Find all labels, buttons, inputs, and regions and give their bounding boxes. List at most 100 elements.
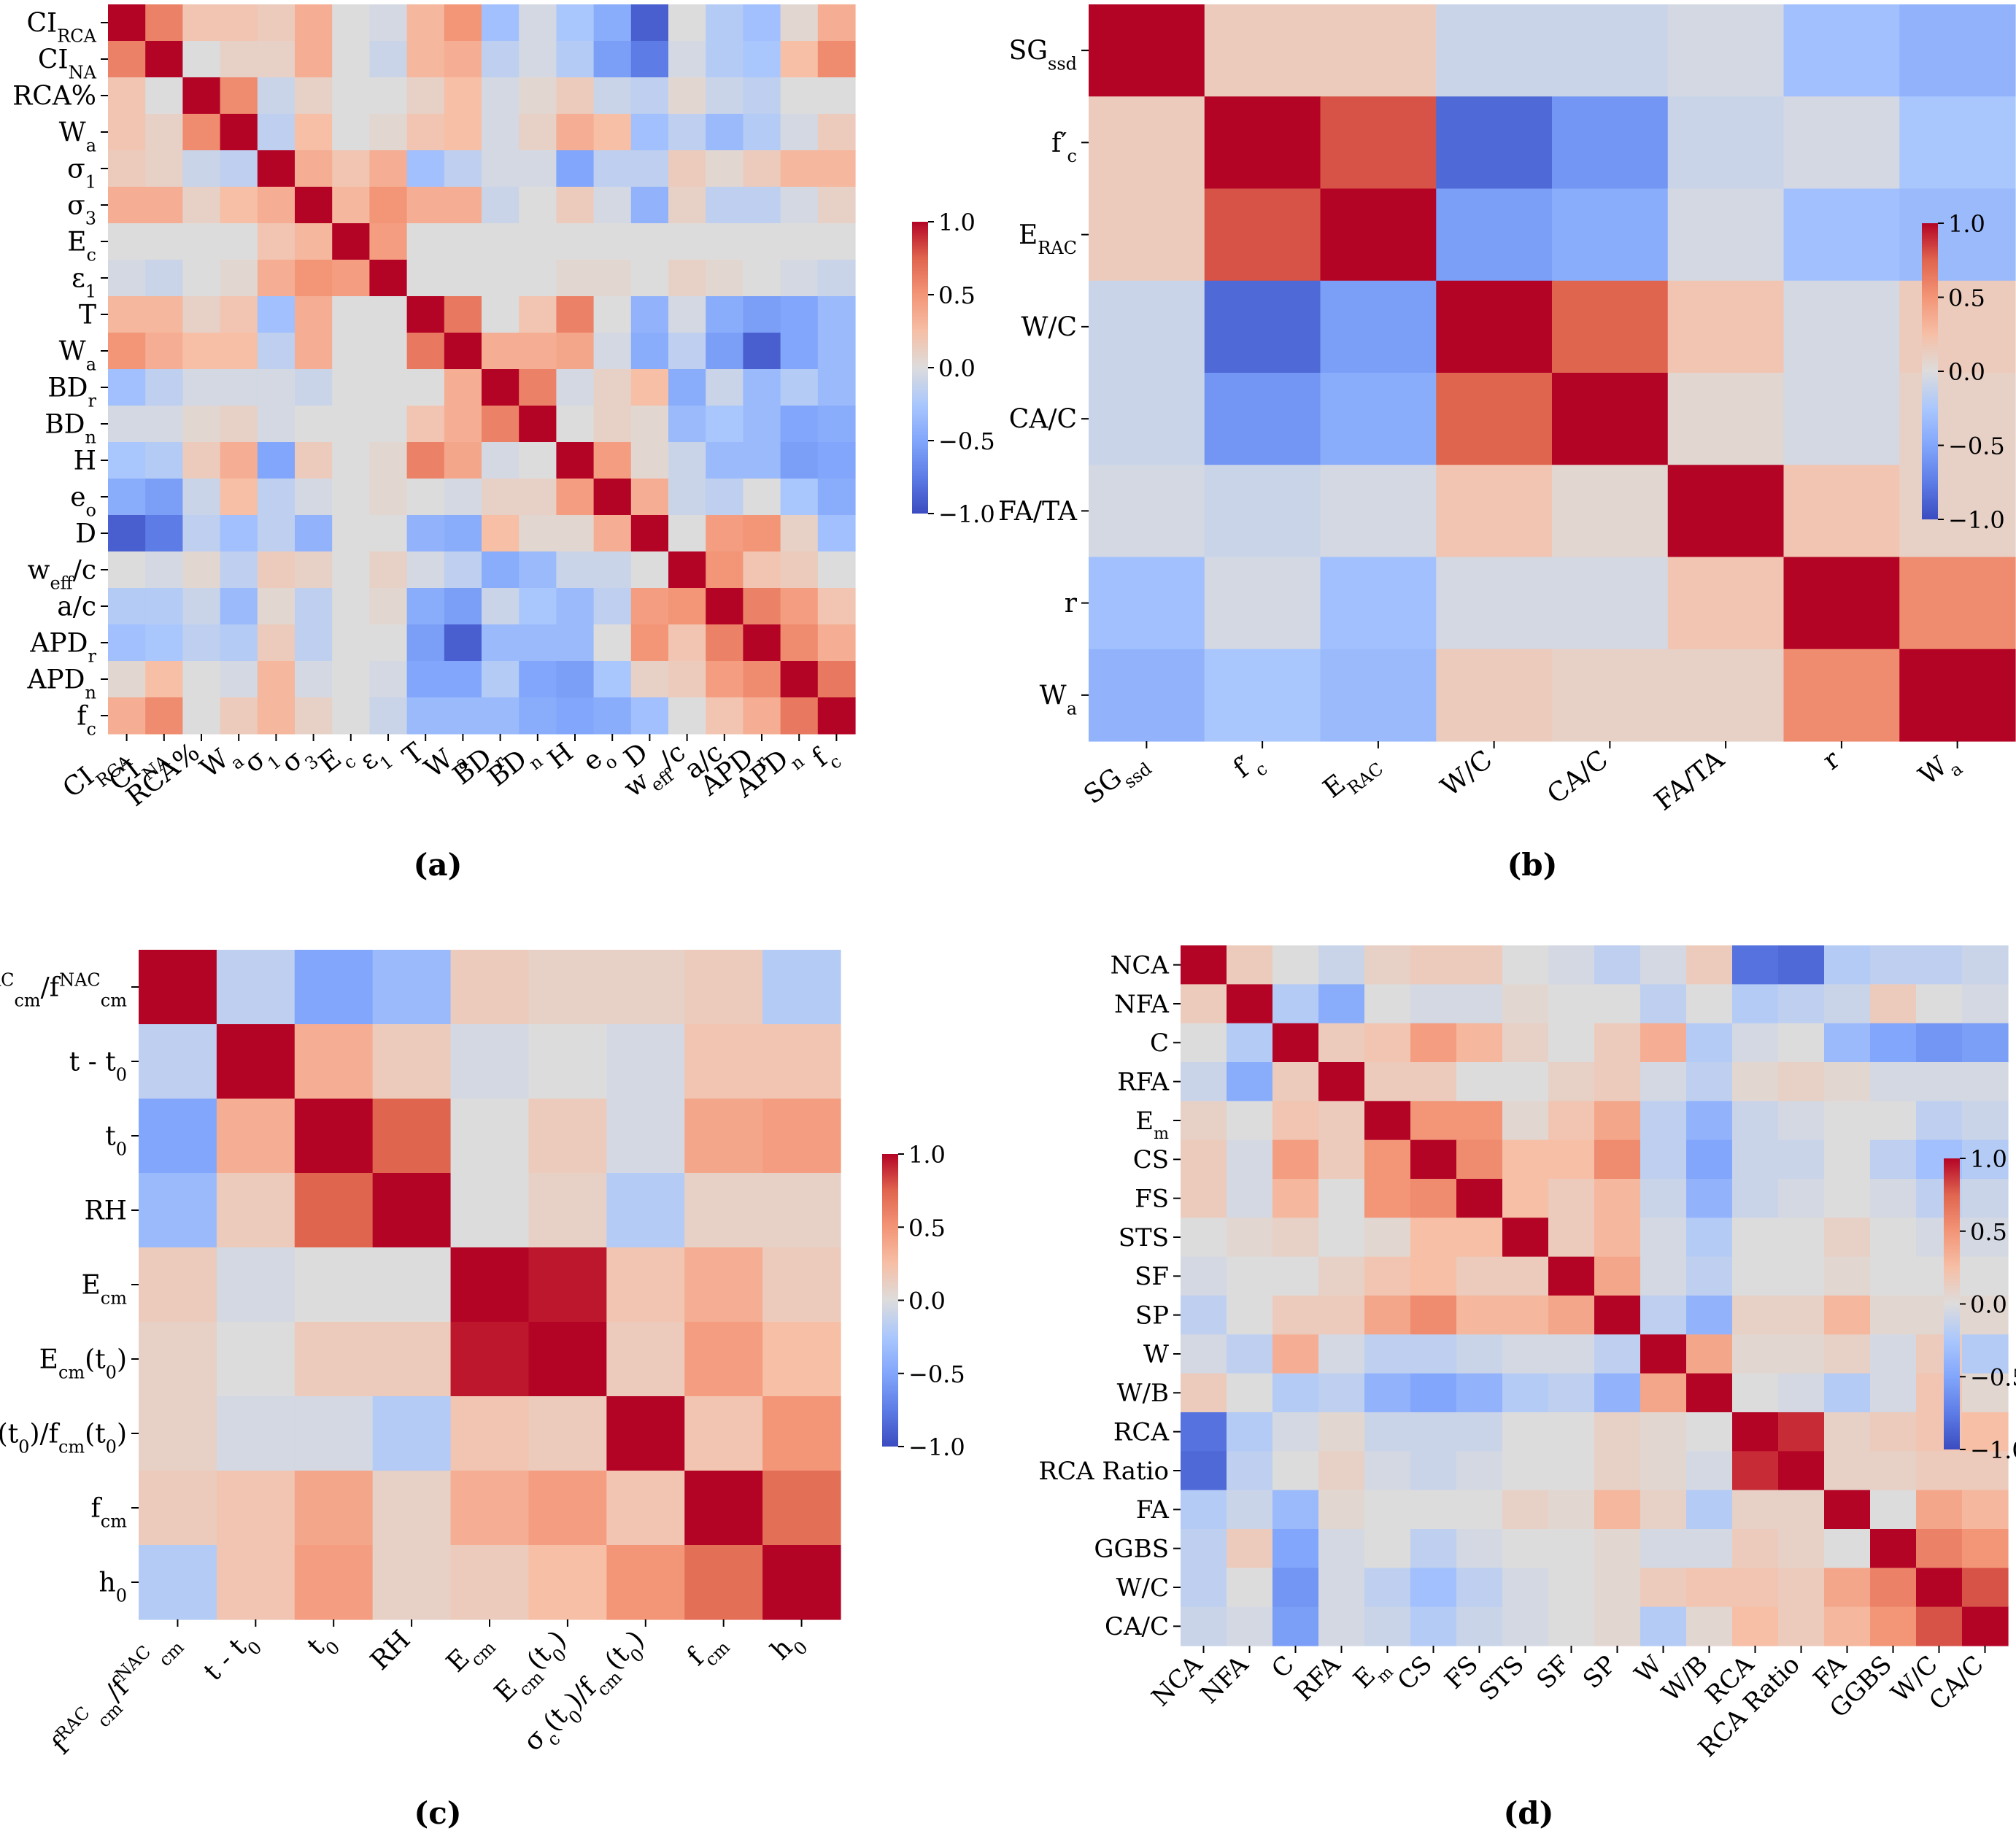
heatmap-cell [556,150,595,187]
heatmap-cell [1870,1139,1917,1180]
heatmap-cell [706,41,744,78]
heatmap-cell [1227,1296,1273,1335]
heatmap-cell [139,1247,217,1323]
heatmap-cell [1456,1606,1503,1646]
heatmap-cell [1783,4,1900,97]
heatmap-cell [706,515,744,552]
heatmap-cell [519,150,557,187]
heatmap-cell [1548,1451,1595,1491]
heatmap-cell [743,77,781,115]
heatmap-cell [257,296,296,333]
heatmap-cell [220,41,258,78]
heatmap-cell [257,333,296,370]
heatmap-cell [139,1471,217,1546]
heatmap-cell [369,551,408,589]
heatmap-cell [257,697,296,735]
heatmap-cell [1778,1606,1825,1646]
heatmap-cell [1227,1568,1273,1608]
heatmap-cell [743,260,781,297]
heatmap-cell [1204,4,1321,97]
row-tick-label: Ecm(t0) [39,1345,127,1383]
row-tick-label: FA/TA [998,497,1078,527]
heatmap-cell [780,150,819,187]
heatmap-cell [332,114,370,151]
heatmap-cell [372,1247,452,1323]
row-tick-label: RCA% [12,82,96,112]
heatmap-cell [1227,945,1273,985]
heatmap-cell [1732,984,1779,1024]
heatmap-cell [593,187,632,224]
heatmap-cell [780,114,819,151]
heatmap-cell [1410,1062,1457,1102]
heatmap-cell [1410,1529,1457,1568]
heatmap-cell [450,1024,530,1099]
row-tick-label: ε1 [72,264,96,302]
heatmap-cell [1594,1023,1641,1063]
heatmap-cell [1364,1529,1411,1568]
heatmap-cell [1899,280,2016,373]
heatmap-cell [519,260,557,297]
heatmap-cell [556,551,595,589]
colorbar-tick-label: 0.0 [938,355,976,382]
row-tick-label: r [1065,589,1078,619]
heatmap-cell [1089,96,1205,190]
heatmap-cell [332,4,370,42]
heatmap-cell [1783,649,1900,742]
heatmap-cell [1962,1373,2009,1413]
row-tick-label: a/c [57,592,96,622]
heatmap-cell [332,588,370,625]
heatmap-cell [1640,1023,1687,1063]
heatmap-cell [1502,1101,1549,1141]
heatmap-cell [1272,1451,1319,1491]
heatmap-cell [743,442,781,479]
heatmap-cell [1181,1101,1227,1141]
heatmap-cell [450,1099,530,1174]
heatmap-cell [1640,1139,1687,1180]
row-tick-label: CA/C [1105,1612,1169,1641]
heatmap-cell [216,1247,296,1323]
heatmap-cell [482,296,520,333]
row-tick-label: h0 [99,1568,127,1606]
heatmap-cell [630,624,669,662]
heatmap-cell [1783,280,1900,373]
heatmap-cell [482,4,520,42]
heatmap-cell [220,333,258,370]
heatmap-cell [295,333,333,370]
heatmap-cell [369,515,408,552]
heatmap-cell [1824,945,1871,985]
heatmap-cell [294,1322,374,1397]
heatmap-cell [1318,1490,1365,1530]
heatmap-cell [1272,1412,1319,1452]
heatmap-cell [1364,1139,1411,1180]
heatmap-cell [182,333,221,370]
heatmap-cell [1456,1217,1503,1258]
heatmap-cell [1227,1101,1273,1141]
heatmap-cell [1686,1490,1733,1530]
heatmap-cell [444,551,482,589]
heatmap-cell [1318,1296,1365,1335]
heatmap-cell [1410,1217,1457,1258]
heatmap-cell [519,661,557,698]
heatmap-cell [1436,465,1553,558]
heatmap-cell [108,661,146,698]
heatmap-cell [1686,1062,1733,1102]
heatmap-cell [606,1471,685,1546]
heatmap-cell [332,77,370,115]
heatmap-cell [528,1322,607,1397]
heatmap-cell [220,442,258,479]
heatmap-cell [606,1173,685,1248]
heatmap-cell [294,1471,374,1546]
heatmap-cell [1667,280,1785,373]
heatmap-cell [1410,1023,1457,1063]
heatmap-cell [220,150,258,187]
heatmap-cell [1594,1217,1641,1258]
heatmap-cell [145,260,183,297]
heatmap-cell [444,333,482,370]
row-tick-label: D [75,519,96,549]
heatmap-cell [1640,1296,1687,1335]
heatmap-cell [444,697,482,735]
row-tick-label: Wa [59,337,96,375]
heatmap-cell [482,406,520,443]
heatmap-cell [1502,1568,1549,1608]
